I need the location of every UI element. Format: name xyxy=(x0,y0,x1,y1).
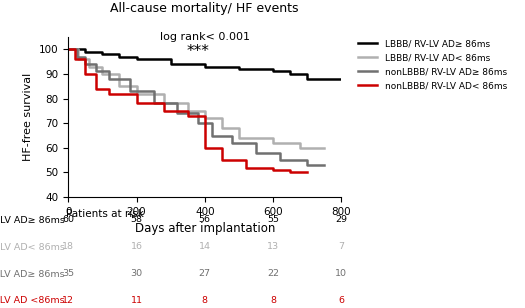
Text: 29: 29 xyxy=(335,215,347,224)
Text: 10: 10 xyxy=(335,269,347,278)
Text: LBBB/ RV-LV AD≥ 86ms: LBBB/ RV-LV AD≥ 86ms xyxy=(0,215,65,224)
Text: 8: 8 xyxy=(270,296,276,305)
Text: LBBB/ RV-LV AD< 86ms: LBBB/ RV-LV AD< 86ms xyxy=(0,242,65,251)
Legend: LBBB/ RV-LV AD≥ 86ms, LBBB/ RV-LV AD< 86ms, nonLBBB/ RV-LV AD≥ 86ms, nonLBBB/ RV: LBBB/ RV-LV AD≥ 86ms, LBBB/ RV-LV AD< 86… xyxy=(356,38,508,91)
Text: log rank< 0.001: log rank< 0.001 xyxy=(160,32,250,42)
Text: 56: 56 xyxy=(199,215,211,224)
Y-axis label: HF-free survival: HF-free survival xyxy=(23,73,34,161)
Text: ***: *** xyxy=(186,44,209,59)
Text: 35: 35 xyxy=(62,269,75,278)
Text: All-cause mortality/ HF events: All-cause mortality/ HF events xyxy=(110,2,299,14)
Text: 16: 16 xyxy=(131,242,142,251)
Text: 8: 8 xyxy=(202,296,208,305)
Text: 27: 27 xyxy=(199,269,211,278)
Text: 60: 60 xyxy=(62,215,74,224)
Text: nonLBBB/ RV-LV AD≥ 86ms: nonLBBB/ RV-LV AD≥ 86ms xyxy=(0,269,65,278)
Text: 12: 12 xyxy=(62,296,74,305)
X-axis label: Days after implantation: Days after implantation xyxy=(134,222,275,235)
Text: 7: 7 xyxy=(338,242,344,251)
Text: nonLBBB/ RV-LV AD <86ms: nonLBBB/ RV-LV AD <86ms xyxy=(0,296,65,305)
Text: 6: 6 xyxy=(338,296,344,305)
Text: Patients at risk: Patients at risk xyxy=(66,209,143,219)
Text: 18: 18 xyxy=(62,242,74,251)
Text: 58: 58 xyxy=(131,215,142,224)
Text: 11: 11 xyxy=(131,296,142,305)
Text: 30: 30 xyxy=(130,269,143,278)
Text: 22: 22 xyxy=(267,269,279,278)
Text: 13: 13 xyxy=(267,242,279,251)
Text: 55: 55 xyxy=(267,215,279,224)
Text: 14: 14 xyxy=(199,242,211,251)
